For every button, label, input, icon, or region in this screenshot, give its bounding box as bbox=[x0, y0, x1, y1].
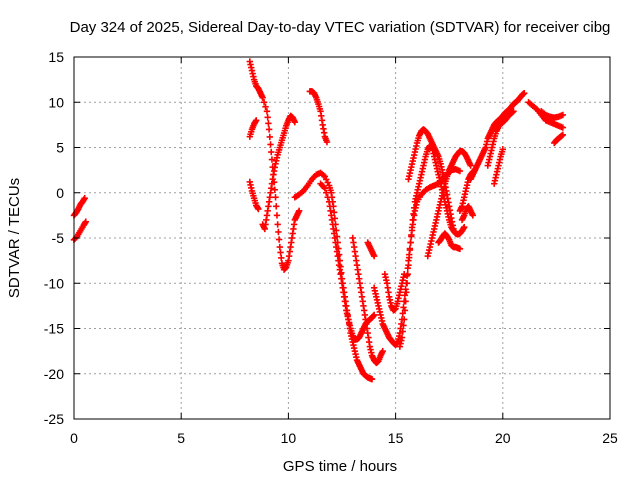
data-point bbox=[276, 243, 284, 251]
x-tick-label: 10 bbox=[281, 430, 297, 446]
data-point bbox=[271, 186, 279, 193]
y-tick-label: -15 bbox=[44, 321, 64, 337]
data-point bbox=[461, 223, 468, 231]
data-point bbox=[370, 252, 378, 260]
data-point bbox=[370, 311, 378, 319]
data-point bbox=[379, 347, 386, 355]
data-point bbox=[265, 120, 272, 127]
data-point bbox=[259, 94, 266, 101]
data-point bbox=[467, 162, 474, 169]
data-point bbox=[400, 316, 408, 323]
data-point bbox=[263, 108, 271, 115]
data-point bbox=[324, 194, 331, 201]
y-tick-label: -25 bbox=[44, 411, 64, 427]
data-point bbox=[253, 117, 260, 124]
data-point bbox=[410, 210, 417, 218]
x-axis-label: GPS time / hours bbox=[283, 458, 397, 475]
data-point bbox=[273, 212, 281, 219]
data-point bbox=[402, 298, 409, 305]
y-tick-label: -10 bbox=[44, 275, 64, 291]
data-point bbox=[408, 224, 416, 231]
data-point bbox=[275, 228, 282, 236]
x-tick-label: 15 bbox=[388, 430, 404, 446]
data-point bbox=[323, 138, 331, 146]
y-tick-label: 15 bbox=[48, 49, 64, 65]
data-point bbox=[450, 225, 457, 233]
data-point bbox=[321, 185, 329, 192]
ticks-layer: 0 5 10 15 20 25 -25 -20 -15 -10 -5 0 5 10 15 bbox=[44, 49, 618, 446]
y-tick-label: 5 bbox=[56, 140, 64, 156]
data-point bbox=[274, 221, 281, 228]
data-point bbox=[405, 261, 412, 269]
data-point bbox=[407, 239, 414, 246]
data-point bbox=[82, 218, 89, 225]
data-point bbox=[268, 148, 275, 156]
data-point bbox=[510, 108, 517, 115]
data-points-layer bbox=[70, 58, 567, 383]
data-point bbox=[399, 328, 406, 335]
data-point bbox=[268, 156, 276, 163]
data-point bbox=[295, 207, 303, 215]
data-point bbox=[521, 90, 528, 97]
y-tick-label: -20 bbox=[44, 366, 64, 382]
data-point bbox=[262, 103, 269, 110]
y-axis-label: SDTVAR / TECUs bbox=[6, 178, 23, 298]
data-point bbox=[265, 126, 273, 133]
data-point bbox=[469, 212, 476, 219]
data-point bbox=[81, 194, 88, 202]
y-tick-label: 0 bbox=[56, 185, 64, 201]
x-tick-label: 20 bbox=[495, 430, 511, 446]
data-point bbox=[267, 141, 274, 148]
data-point bbox=[456, 167, 464, 175]
data-point bbox=[559, 131, 567, 139]
data-point bbox=[277, 249, 284, 256]
x-tick-label: 5 bbox=[177, 430, 185, 446]
data-point bbox=[272, 194, 279, 201]
data-point bbox=[410, 204, 418, 212]
data-point bbox=[255, 205, 262, 213]
data-point bbox=[266, 133, 274, 141]
data-point bbox=[408, 231, 415, 239]
data-point bbox=[278, 254, 285, 262]
data-point bbox=[559, 124, 567, 131]
data-point bbox=[398, 334, 406, 341]
data-point bbox=[291, 118, 299, 126]
data-point bbox=[403, 289, 410, 296]
y-tick-label: -5 bbox=[52, 230, 65, 246]
data-point bbox=[409, 216, 416, 224]
data-point bbox=[559, 111, 567, 119]
data-point bbox=[404, 271, 411, 278]
x-tick-label: 0 bbox=[70, 430, 78, 446]
data-point bbox=[456, 245, 464, 253]
data-point bbox=[406, 246, 414, 254]
data-point bbox=[400, 322, 407, 329]
y-tick-label: 10 bbox=[48, 94, 64, 110]
data-point bbox=[323, 189, 330, 196]
data-point bbox=[264, 114, 271, 121]
data-point bbox=[275, 236, 283, 243]
chart-title: Day 324 of 2025, Sidereal Day-to-day VTE… bbox=[70, 19, 611, 36]
x-tick-label: 25 bbox=[602, 430, 618, 446]
data-point bbox=[273, 203, 280, 210]
data-point bbox=[403, 280, 411, 287]
data-point bbox=[368, 375, 376, 383]
data-point bbox=[405, 254, 413, 261]
data-point bbox=[260, 99, 268, 106]
data-point bbox=[401, 307, 409, 314]
grid-layer bbox=[74, 57, 610, 419]
data-point bbox=[499, 146, 506, 153]
